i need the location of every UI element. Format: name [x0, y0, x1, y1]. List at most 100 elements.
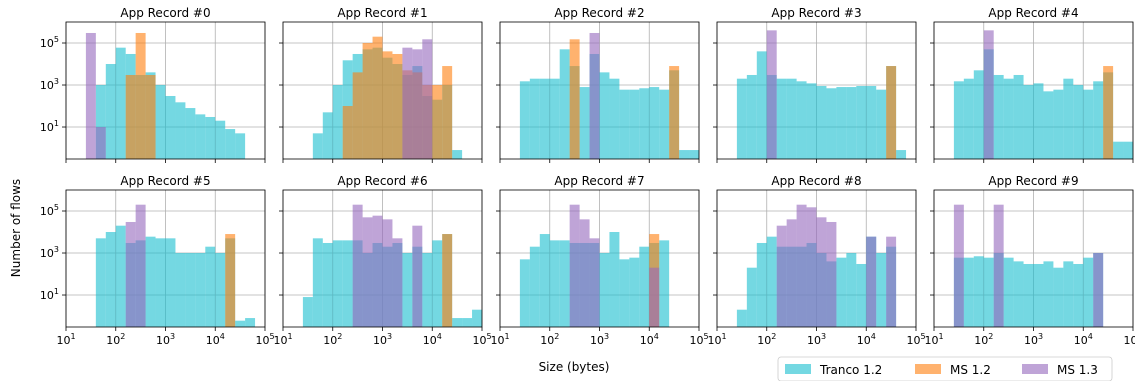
x-tick-label: 102	[106, 332, 125, 347]
histogram-bar	[766, 30, 777, 159]
histogram-bar	[1113, 141, 1124, 159]
histogram-bar	[195, 114, 206, 159]
histogram-bar	[135, 204, 146, 327]
subplot-app-record-9: App Record #9 101 102 103 104 105	[924, 174, 1135, 347]
histogram-bar	[1003, 257, 1014, 327]
histogram-bar	[736, 78, 747, 159]
histogram-bar	[569, 204, 580, 327]
histogram-bar	[796, 204, 807, 327]
histogram-bar	[756, 242, 767, 327]
histogram-bar	[225, 234, 236, 327]
histogram-bar	[983, 257, 994, 327]
histogram-bar	[352, 72, 363, 159]
histogram-bar	[1083, 89, 1094, 159]
histogram-bar	[579, 219, 590, 327]
histogram-bar	[115, 47, 126, 159]
histogram-bar	[452, 150, 463, 159]
x-tick-label: 103	[373, 332, 392, 347]
histogram-bar	[1053, 89, 1064, 159]
histogram-bar	[529, 78, 540, 159]
y-tick-label: 101	[40, 119, 59, 134]
histogram-bar	[105, 232, 116, 327]
histogram-bar	[352, 204, 363, 327]
histogram-bar	[796, 81, 807, 159]
x-tick-label: 104	[1074, 332, 1093, 347]
histogram-bar	[856, 85, 867, 159]
subplot-title: App Record #7	[554, 174, 644, 188]
histogram-bar	[973, 256, 984, 327]
histogram-bar	[235, 320, 246, 327]
histogram-bar	[1043, 91, 1054, 159]
histogram-bar	[432, 85, 443, 159]
x-tick-label: 104	[640, 332, 659, 347]
legend-item: Tranco 1.2	[785, 363, 882, 377]
x-tick-label: 101	[56, 332, 75, 347]
histogram-bar	[175, 253, 186, 327]
histogram-bar	[1013, 74, 1024, 159]
x-tick-label: 101	[924, 332, 943, 347]
subplot-app-record-6: App Record #6 101 102 103 104 105	[273, 174, 491, 347]
histogram-bar	[836, 257, 847, 327]
x-tick-label: 101	[707, 332, 726, 347]
bars	[312, 36, 463, 159]
histogram-bar	[1063, 78, 1074, 159]
x-tick-label: 105	[255, 332, 274, 347]
histogram-bar	[125, 221, 136, 327]
histogram-bar	[876, 89, 887, 159]
subplot-grid: App Record #0 101 103 105 App Record #1 App R…	[40, 6, 1135, 347]
y-tick-label: 103	[40, 245, 59, 260]
histogram-bar	[669, 66, 680, 159]
histogram-bar	[599, 253, 610, 327]
histogram-bar	[105, 64, 116, 159]
histogram-bar	[392, 53, 403, 159]
histogram-bar	[786, 78, 797, 159]
histogram-bar	[155, 85, 166, 159]
histogram-bar	[442, 234, 453, 327]
histogram-bar	[185, 253, 196, 327]
histogram-bar	[372, 36, 383, 159]
subplot-app-record-1: App Record #1	[279, 6, 483, 163]
histogram-bar	[165, 95, 176, 159]
histogram-bar	[125, 74, 136, 159]
x-tick-label: 101	[273, 332, 292, 347]
histogram-bar	[993, 74, 1004, 159]
histogram-bar	[609, 78, 620, 159]
x-tick-label: 105	[472, 332, 491, 347]
histogram-bar	[225, 129, 236, 159]
histogram-bar	[145, 236, 156, 327]
histogram-bar	[1093, 253, 1104, 327]
histogram-bar	[953, 204, 964, 327]
x-tick-label: 102	[974, 332, 993, 347]
histogram-bar	[549, 240, 560, 327]
histogram-bar	[639, 246, 650, 327]
histogram-bar	[372, 215, 383, 327]
histogram-bar	[886, 236, 897, 327]
histogram-bar	[539, 78, 550, 159]
y-tick-label: 105	[40, 35, 59, 50]
histogram-bar	[145, 74, 156, 159]
bars	[736, 30, 907, 159]
bars	[519, 204, 670, 327]
histogram-bar	[135, 32, 146, 159]
x-tick-label: 102	[540, 332, 559, 347]
histogram-bar	[539, 234, 550, 327]
legend-label: MS 1.3	[1057, 363, 1098, 377]
histogram-bar	[953, 81, 964, 159]
histogram-bar	[215, 120, 226, 159]
histogram-bar	[382, 219, 393, 327]
histogram-bar	[175, 102, 186, 159]
histogram-bar	[639, 88, 650, 159]
histogram-bar	[1103, 66, 1114, 159]
legend-label: Tranco 1.2	[819, 363, 882, 377]
bars	[736, 204, 897, 327]
histogram-bar	[1123, 141, 1133, 159]
x-axis-label: Size (bytes)	[539, 360, 610, 374]
histogram-bar	[629, 89, 640, 159]
subplot-title: App Record #3	[771, 6, 861, 20]
x-tick-label: 102	[757, 332, 776, 347]
y-tick-label: 103	[40, 77, 59, 92]
histogram-bar	[322, 242, 333, 327]
histogram-bar	[519, 259, 530, 327]
histogram-bar	[826, 88, 837, 159]
histogram-bar	[786, 219, 797, 327]
